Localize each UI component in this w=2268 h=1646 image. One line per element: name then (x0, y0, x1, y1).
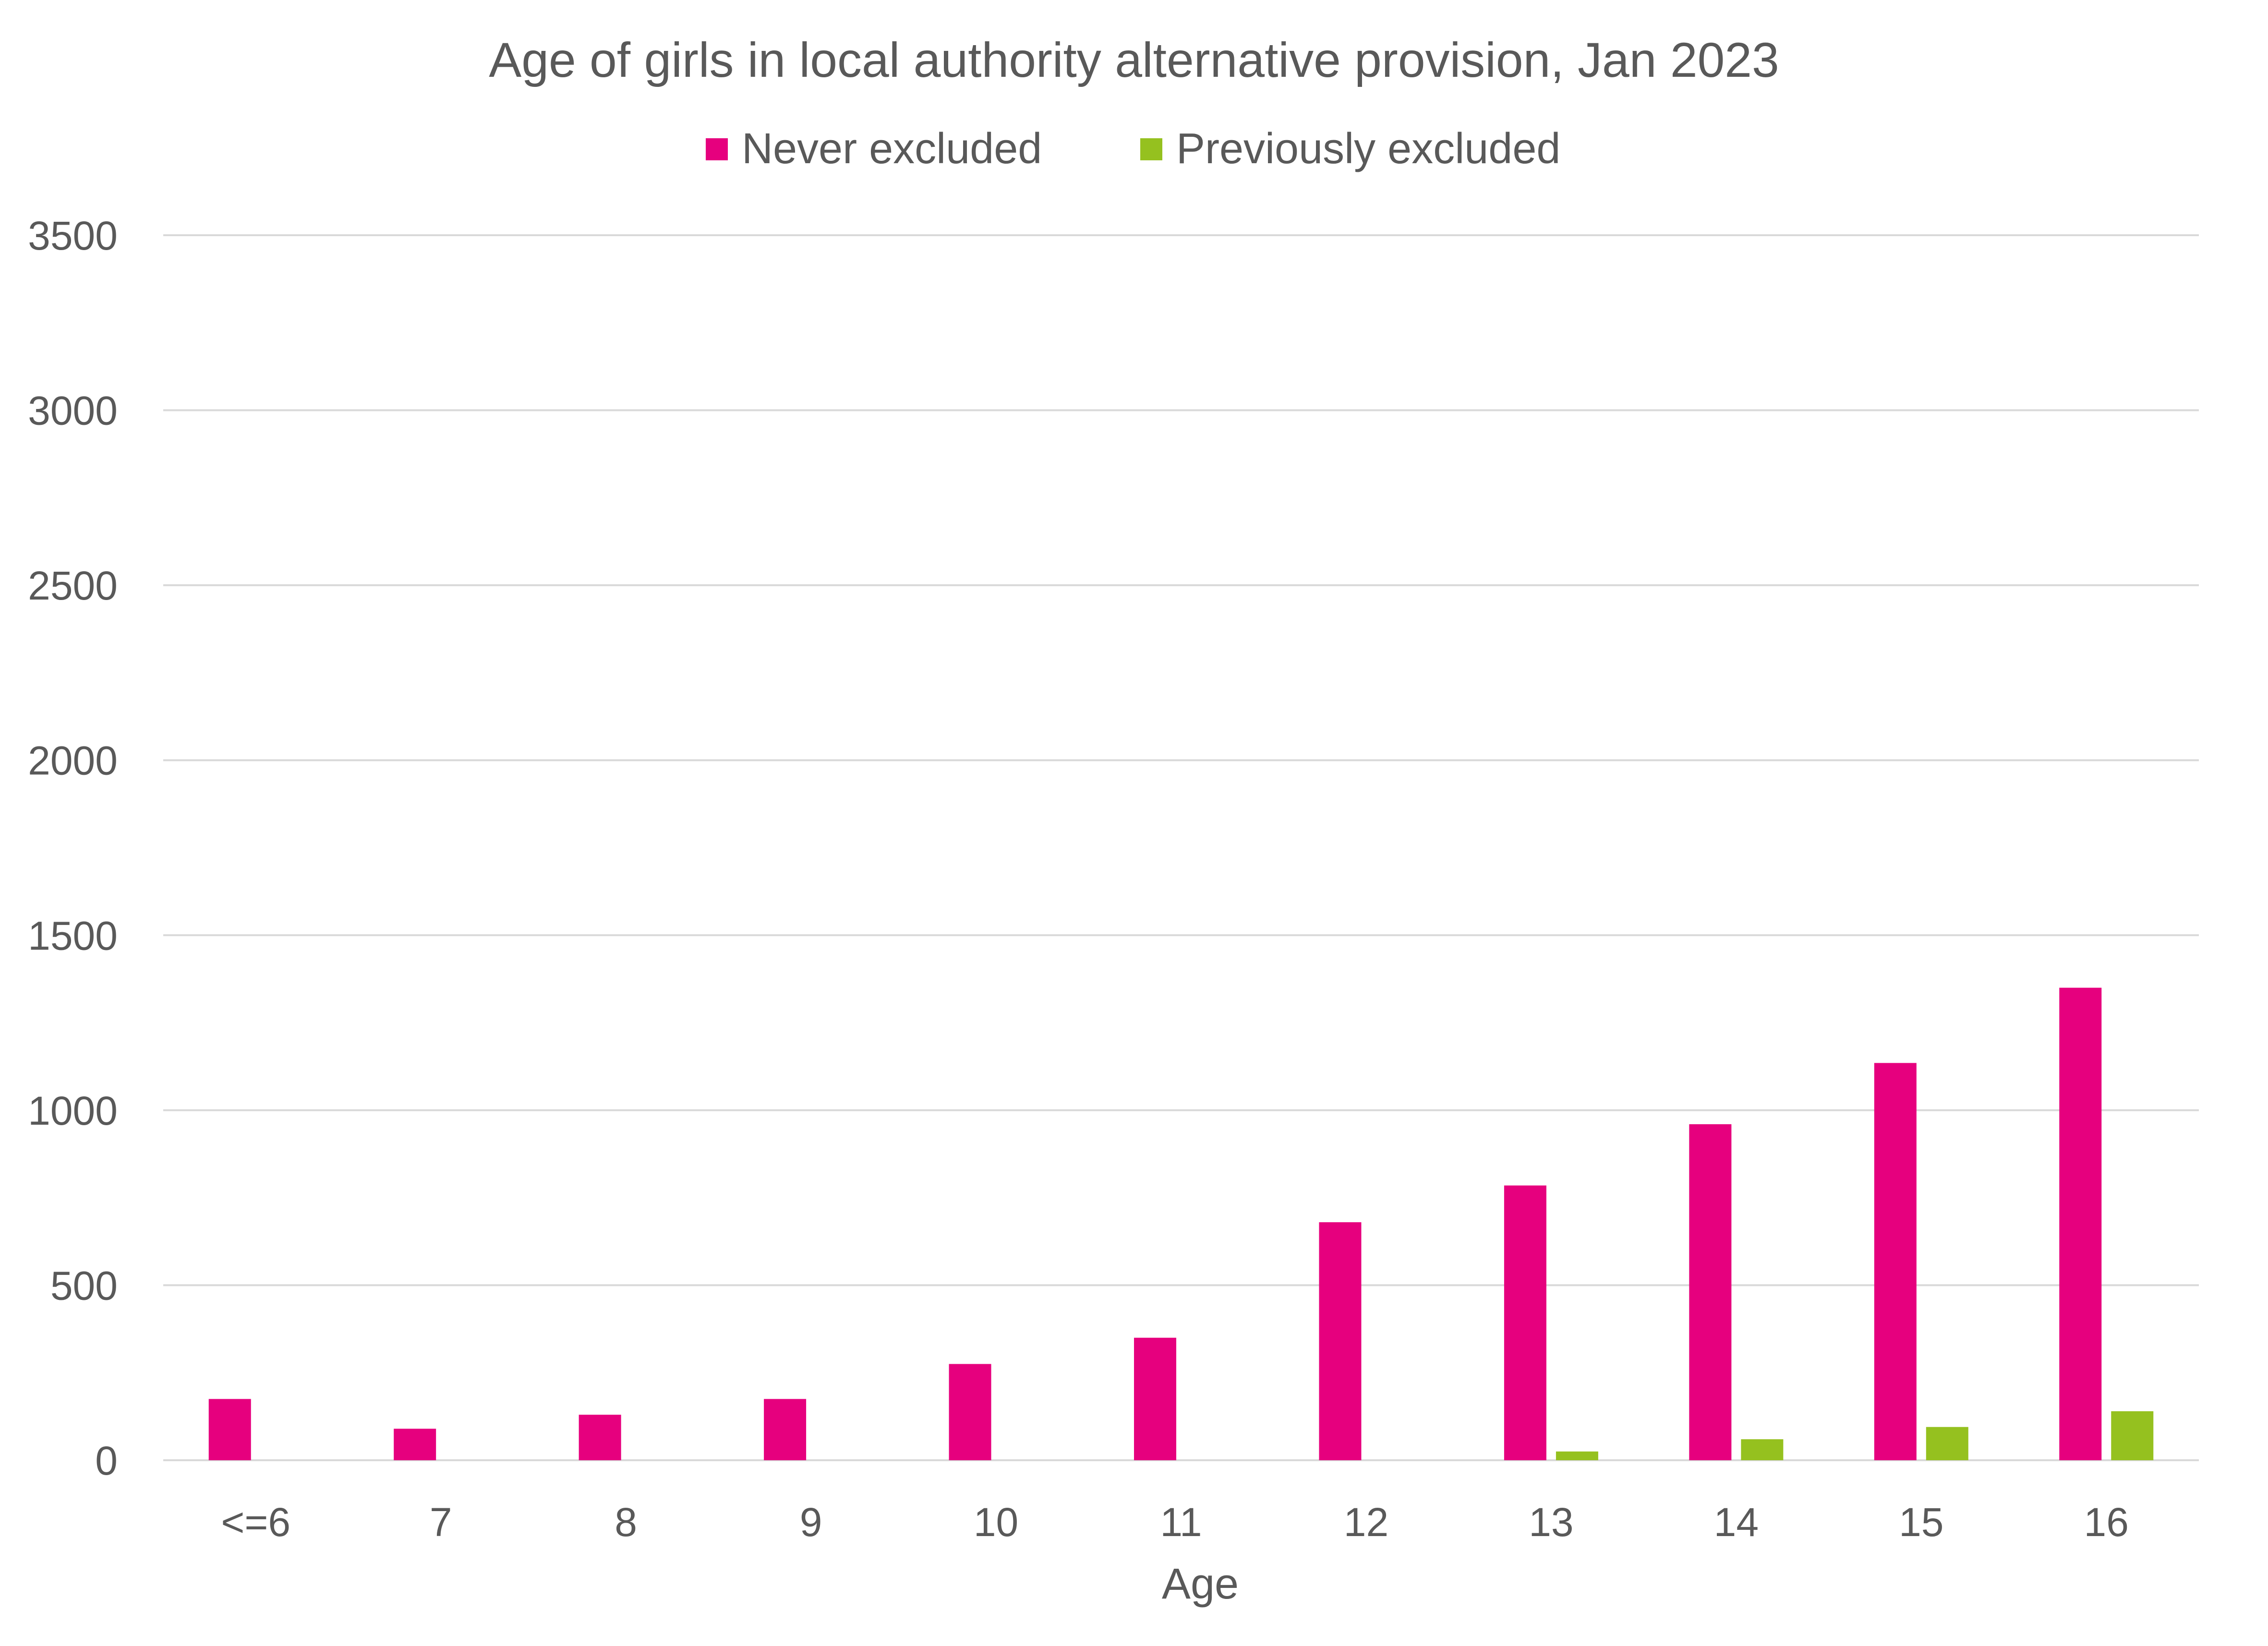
bar-never-excluded-6 (208, 1399, 251, 1460)
legend-swatch-never-excluded (706, 138, 728, 160)
legend: Never excluded Previously excluded (706, 125, 1560, 173)
x-tick-label-9: 9 (800, 1500, 822, 1545)
bar-previously-excluded-14 (1741, 1439, 1784, 1460)
bar-never-excluded-14 (1689, 1124, 1732, 1460)
x-tick-label-16: 16 (2084, 1500, 2129, 1545)
y-tick-label-1500: 1500 (28, 913, 118, 958)
y-tick-label-2000: 2000 (28, 738, 118, 783)
bar-previously-excluded-15 (1926, 1427, 1968, 1460)
x-axis-title: Age (1162, 1560, 1239, 1608)
x-axis-tick-labels: <=6 7 8 9 10 11 12 13 14 15 16 (221, 1500, 2129, 1545)
bar-never-excluded-8 (579, 1415, 621, 1460)
chart-title: Age of girls in local authority alternat… (489, 33, 1779, 87)
x-tick-label-7: 7 (430, 1500, 452, 1545)
y-tick-label-1000: 1000 (28, 1088, 118, 1133)
legend-swatch-previously-excluded (1140, 138, 1162, 160)
y-tick-label-2500: 2500 (28, 563, 118, 608)
x-tick-label-14: 14 (1714, 1500, 1759, 1545)
bar-never-excluded-13 (1504, 1185, 1546, 1460)
legend-label-never-excluded: Never excluded (742, 125, 1042, 173)
y-tick-label-0: 0 (95, 1438, 118, 1483)
bar-never-excluded-12 (1319, 1222, 1362, 1460)
y-axis-tick-labels: 0 500 1000 1500 2000 2500 3000 3500 (28, 213, 118, 1483)
bar-previously-excluded-13 (1556, 1451, 1598, 1460)
bar-never-excluded-7 (394, 1429, 436, 1460)
x-tick-label-11: 11 (1160, 1500, 1202, 1545)
gridlines (163, 234, 2199, 1461)
x-tick-label-15: 15 (1899, 1500, 1943, 1545)
bar-never-excluded-9 (764, 1399, 807, 1460)
y-tick-label-3500: 3500 (28, 213, 118, 258)
bar-previously-excluded-16 (2111, 1411, 2154, 1460)
bar-never-excluded-10 (949, 1364, 991, 1460)
x-tick-label-10: 10 (974, 1500, 1018, 1545)
x-tick-label-12: 12 (1344, 1500, 1388, 1545)
bar-never-excluded-15 (1874, 1063, 1917, 1460)
y-tick-label-3000: 3000 (28, 388, 118, 433)
x-tick-label-13: 13 (1529, 1500, 1573, 1545)
y-tick-label-500: 500 (50, 1263, 118, 1308)
x-tick-label-8: 8 (615, 1500, 637, 1545)
bar-never-excluded-11 (1134, 1337, 1176, 1460)
bars (208, 987, 2154, 1460)
legend-label-previously-excluded: Previously excluded (1176, 125, 1560, 173)
x-tick-label-6: <=6 (221, 1500, 290, 1545)
bar-never-excluded-16 (2059, 987, 2102, 1460)
